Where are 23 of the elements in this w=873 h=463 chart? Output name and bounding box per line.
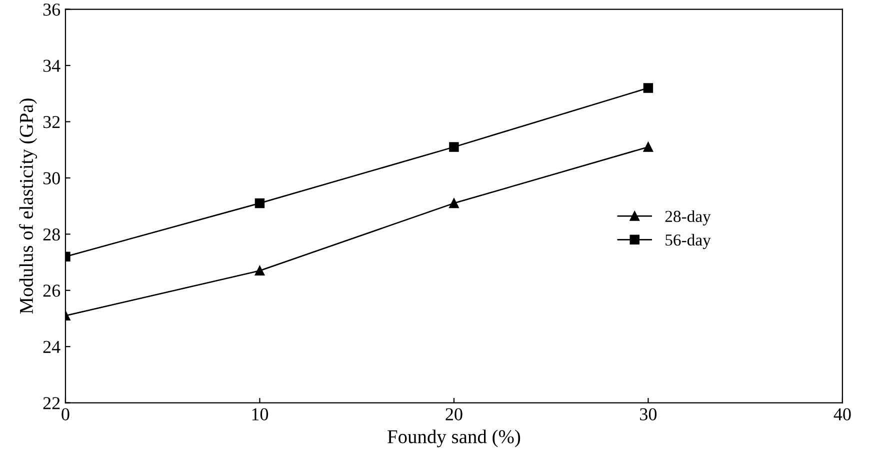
y-tick-label: 34 bbox=[43, 60, 60, 72]
point bbox=[449, 142, 459, 152]
x-tick-label: 0 bbox=[62, 408, 70, 420]
legend-label: 56-day bbox=[666, 234, 711, 250]
point bbox=[643, 142, 654, 152]
y-tick-label: 26 bbox=[43, 284, 60, 297]
y-axis-title: Modulus of elasticity (GPa) bbox=[19, 98, 38, 314]
legend-label: 28-day bbox=[665, 210, 711, 226]
point bbox=[254, 198, 265, 208]
x-tick-label: 10 bbox=[252, 408, 268, 420]
y-tick-label: 30 bbox=[43, 172, 60, 184]
point bbox=[449, 198, 459, 208]
point bbox=[643, 83, 654, 93]
y-tick-label: 22 bbox=[43, 397, 60, 410]
x-tick-label: 30 bbox=[640, 408, 657, 420]
point bbox=[254, 266, 265, 276]
x-axis-title: Foundy sand (%) bbox=[388, 430, 520, 448]
y-tick-label: 28 bbox=[43, 228, 60, 241]
x-tick-label: 20 bbox=[446, 408, 462, 420]
y-tick-label: 36 bbox=[43, 4, 60, 16]
y-tick-label: 24 bbox=[43, 340, 60, 353]
x-tick-label: 40 bbox=[834, 408, 851, 420]
y-tick-label: 32 bbox=[43, 116, 60, 128]
